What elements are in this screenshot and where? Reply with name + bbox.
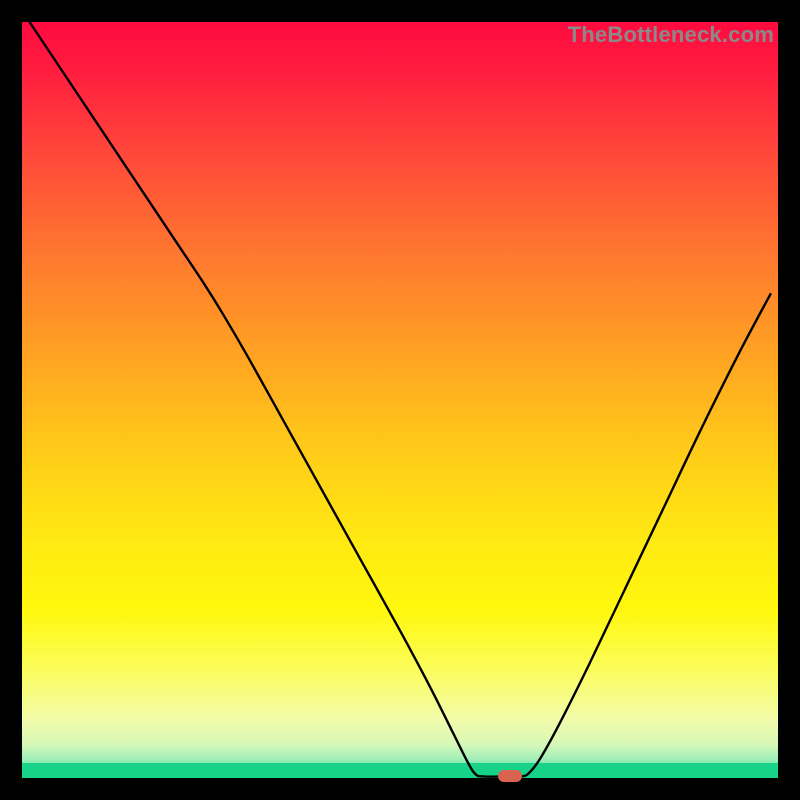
- watermark-text: TheBottleneck.com: [568, 22, 774, 48]
- bottleneck-curve: [22, 22, 778, 778]
- optimal-point-marker: [498, 770, 522, 782]
- chart-plot-area: TheBottleneck.com: [22, 22, 778, 778]
